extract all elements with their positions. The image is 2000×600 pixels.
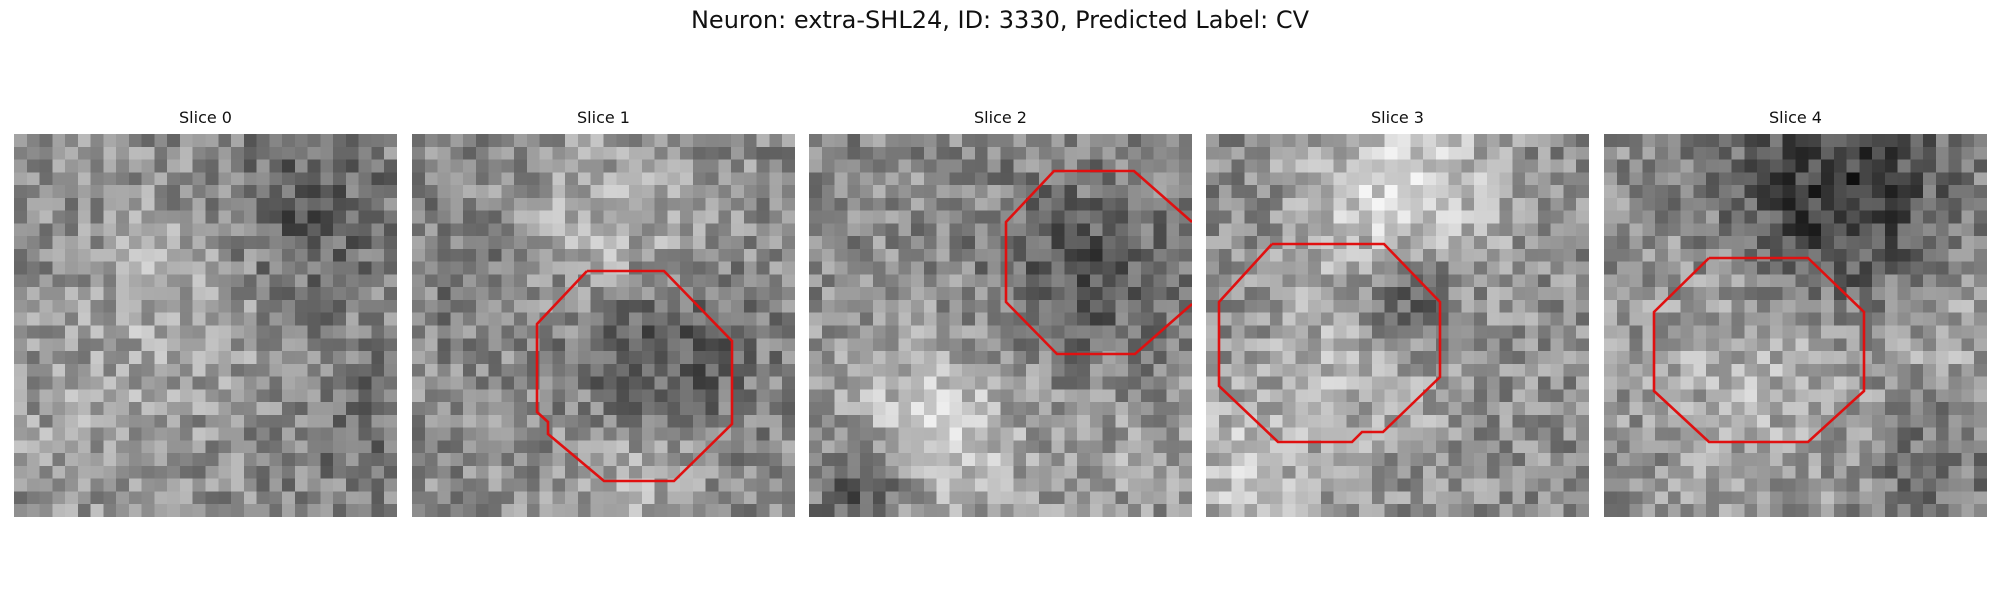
slice-image <box>14 134 397 517</box>
slice-image <box>1206 134 1589 517</box>
slice-image <box>809 134 1192 517</box>
figure-title: Neuron: extra-SHL24, ID: 3330, Predicted… <box>690 6 1310 34</box>
slice-image <box>412 134 795 517</box>
roi-contour <box>1652 256 1866 444</box>
slice-panel-0: Slice 0 <box>14 108 397 517</box>
slice-title: Slice 4 <box>1769 108 1822 127</box>
slice-title: Slice 1 <box>577 108 630 127</box>
roi-contour <box>1004 169 1192 356</box>
slice-title: Slice 3 <box>1371 108 1424 127</box>
slice-panel-4: Slice 4 <box>1604 108 1987 517</box>
roi-contour <box>1217 242 1442 444</box>
slice-panel-2: Slice 2 <box>809 108 1192 517</box>
slice-image <box>1604 134 1987 517</box>
slice-panel-3: Slice 3 <box>1206 108 1589 517</box>
slice-title: Slice 0 <box>179 108 232 127</box>
roi-contour <box>535 269 734 483</box>
slice-title: Slice 2 <box>974 108 1027 127</box>
slice-panel-1: Slice 1 <box>412 108 795 517</box>
